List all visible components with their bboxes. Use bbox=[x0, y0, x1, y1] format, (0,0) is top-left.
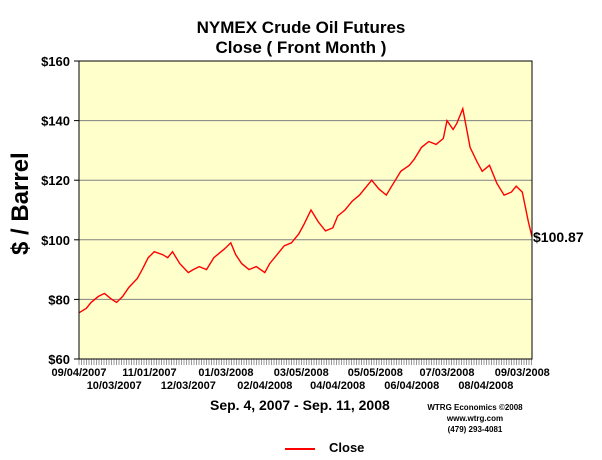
credit-phone: (479) 293-4081 bbox=[447, 425, 503, 434]
y-axis-label: $ / Barrel bbox=[7, 152, 34, 255]
grid-lines bbox=[74, 60, 532, 360]
x-tick-label-top: 03/05/2008 bbox=[274, 367, 329, 379]
x-tick-label-bottom: 04/04/2008 bbox=[310, 380, 365, 392]
x-tick-label-bottom: 02/04/2008 bbox=[237, 380, 292, 392]
y-tick-label: $80 bbox=[48, 292, 70, 307]
x-tick-label-top: 07/03/2008 bbox=[419, 367, 474, 379]
series-line-close bbox=[78, 106, 533, 314]
x-tick-label-bottom: 08/04/2008 bbox=[458, 380, 513, 392]
x-tick-label-bottom: 12/03/2007 bbox=[161, 380, 216, 392]
credit-line: WTRG Economics ©2008 bbox=[427, 403, 523, 412]
x-tick-label-top: 01/03/2008 bbox=[198, 367, 253, 379]
legend-label-close: Close bbox=[329, 440, 365, 455]
y-tick-label: $140 bbox=[41, 114, 70, 129]
credit-url: www.wtrg.com bbox=[446, 414, 504, 423]
x-tick-labels: 09/04/2007 11/01/2007 01/03/2008 03/05/2008… bbox=[51, 367, 549, 392]
x-tick-label-top: 11/01/2007 bbox=[122, 367, 176, 379]
x-tick-label-bottom: 10/03/2007 bbox=[87, 380, 142, 392]
plot-area bbox=[79, 61, 532, 359]
chart-subtitle: Close ( Front Month ) bbox=[215, 38, 387, 57]
legend-swatch-close bbox=[285, 448, 315, 450]
chart-title: NYMEX Crude Oil Futures bbox=[196, 18, 406, 37]
x-tick-label-top: 05/05/2008 bbox=[348, 367, 403, 379]
x-tick-label-top: 09/03/2008 bbox=[495, 367, 550, 379]
y-tick-label: $120 bbox=[41, 173, 70, 188]
plot-border bbox=[78, 60, 533, 360]
y-tick-label: $100 bbox=[41, 233, 70, 248]
y-tick-label: $60 bbox=[48, 352, 70, 367]
last-value-label: $100.87 bbox=[533, 229, 584, 245]
y-tick-label: $160 bbox=[41, 54, 70, 69]
x-tick-label-bottom: 06/04/2008 bbox=[384, 380, 439, 392]
x-axis-date-range: Sep. 4, 2007 - Sep. 11, 2008 bbox=[210, 397, 390, 413]
y-tick-labels: $60 $80 $100 $120 $140 $160 bbox=[41, 54, 70, 367]
x-tick-label-top: 09/04/2007 bbox=[51, 367, 106, 379]
x-minor-ticks bbox=[78, 359, 532, 365]
